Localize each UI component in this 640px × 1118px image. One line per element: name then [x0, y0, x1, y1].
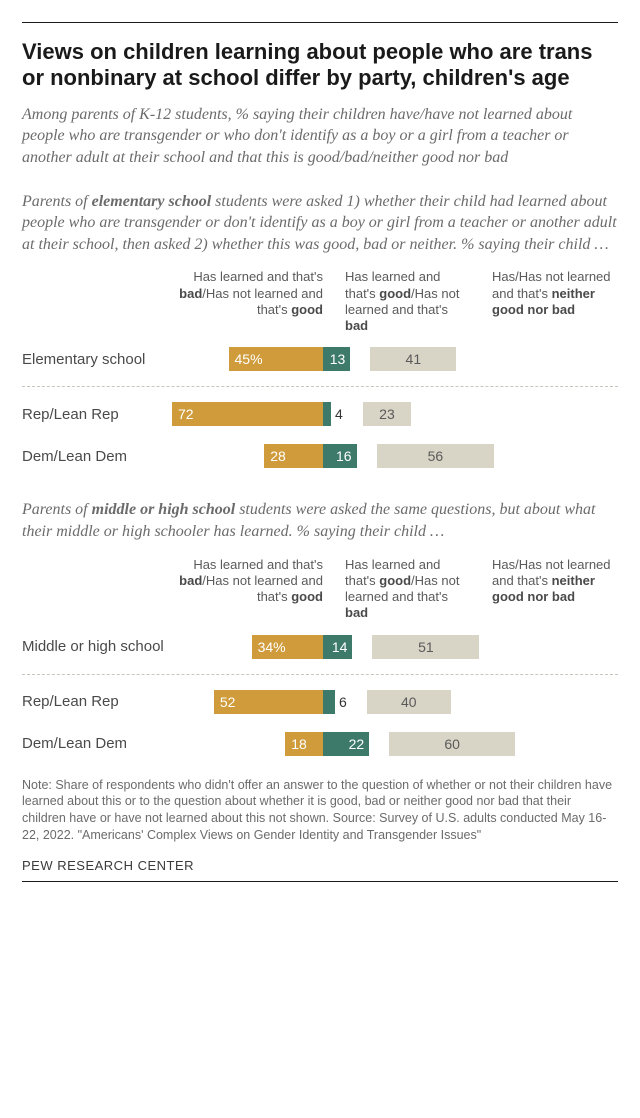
row-label: Rep/Lean Rep	[22, 693, 172, 710]
data-row: Middle or high school 34%14 51	[22, 632, 618, 662]
data-row: Dem/Lean Dem 2816 56	[22, 441, 618, 471]
data-row: Dem/Lean Dem 1822 60	[22, 729, 618, 759]
data-row: Rep/Lean Rep724 23	[22, 399, 618, 429]
header-bad: Has learned and that's bad/Has not learn…	[172, 269, 323, 334]
header-neither: Has/Has not learned and that's neither g…	[492, 557, 618, 622]
header-bad: Has learned and that's bad/Has not learn…	[172, 557, 323, 622]
section-intro: Parents of elementary school students we…	[22, 191, 618, 256]
rule-top	[22, 22, 618, 23]
bar-bad: 28	[264, 444, 323, 468]
bar-good: 6	[323, 690, 347, 714]
bar-bad: 45%	[229, 347, 324, 371]
bar-bad: 18	[285, 732, 323, 756]
bar-good: 14	[323, 635, 352, 659]
bar-neither: 23	[363, 402, 411, 426]
row-bars: 1822 60	[172, 732, 618, 756]
bar-neither: 40	[367, 690, 451, 714]
bar-neither: 60	[389, 732, 515, 756]
row-label: Middle or high school	[22, 638, 172, 655]
bar-neither: 41	[370, 347, 456, 371]
bar-good: 16	[323, 444, 357, 468]
row-divider	[22, 386, 618, 387]
page-title: Views on children learning about people …	[22, 39, 618, 92]
subtitle: Among parents of K-12 students, % saying…	[22, 104, 618, 169]
rule-bottom	[22, 881, 618, 882]
column-headers: Has learned and that's bad/Has not learn…	[172, 269, 618, 334]
header-good: Has learned and that's good/Has not lear…	[345, 269, 470, 334]
row-label: Dem/Lean Dem	[22, 735, 172, 752]
bar-bad: 72	[172, 402, 323, 426]
row-label: Rep/Lean Rep	[22, 406, 172, 423]
note: Note: Share of respondents who didn't of…	[22, 777, 618, 845]
row-bars: 724 23	[172, 402, 618, 426]
row-label: Dem/Lean Dem	[22, 448, 172, 465]
chart-sections: Parents of elementary school students we…	[22, 191, 618, 759]
data-row: Elementary school 45%13 41	[22, 344, 618, 374]
bar-neither: 51	[372, 635, 479, 659]
row-bars: 2816 56	[172, 444, 618, 468]
row-bars: 34%14 51	[172, 635, 618, 659]
bar-neither: 56	[377, 444, 495, 468]
row-divider	[22, 674, 618, 675]
data-row: Rep/Lean Rep 526 40	[22, 687, 618, 717]
column-headers: Has learned and that's bad/Has not learn…	[172, 557, 618, 622]
row-bars: 45%13 41	[172, 347, 618, 371]
bar-good: 13	[323, 347, 350, 371]
row-label: Elementary school	[22, 351, 172, 368]
bar-bad: 34%	[252, 635, 323, 659]
bar-bad: 52	[214, 690, 323, 714]
row-bars: 526 40	[172, 690, 618, 714]
bar-good: 4	[323, 402, 343, 426]
org: PEW RESEARCH CENTER	[22, 858, 618, 873]
section-intro: Parents of middle or high school student…	[22, 499, 618, 542]
header-neither: Has/Has not learned and that's neither g…	[492, 269, 618, 334]
bar-good: 22	[323, 732, 369, 756]
header-good: Has learned and that's good/Has not lear…	[345, 557, 470, 622]
